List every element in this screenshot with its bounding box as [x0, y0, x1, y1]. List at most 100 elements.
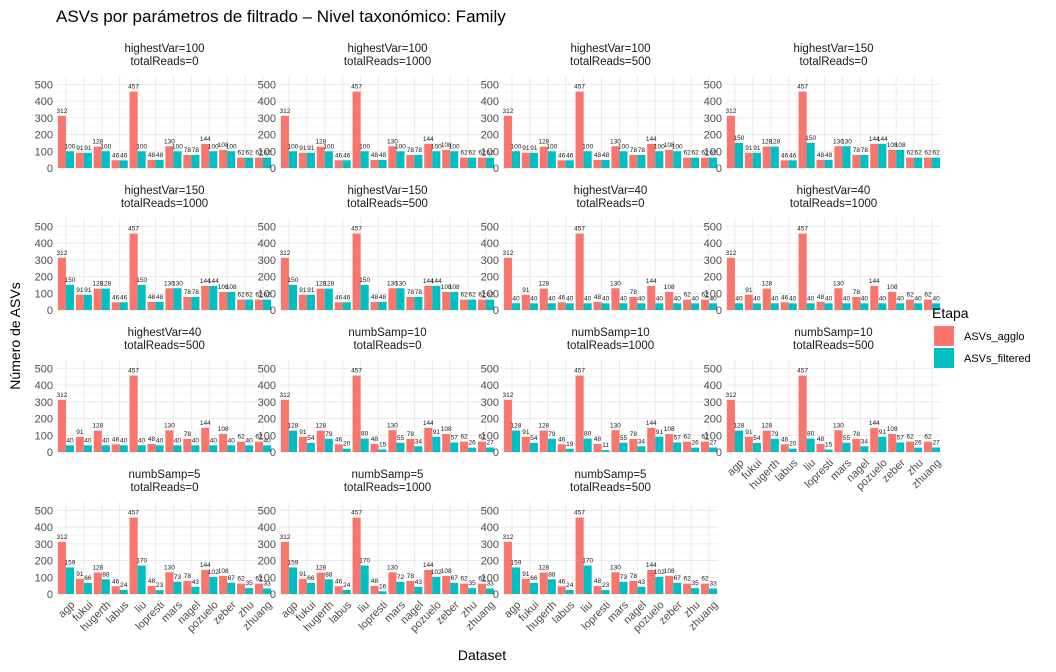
data-label-filtered: 23 [156, 582, 164, 589]
bar-asvs-agglo [762, 146, 771, 168]
data-label-agglo: 62 [237, 434, 245, 441]
bar-asvs-filtered [806, 142, 815, 168]
bar-asvs-agglo [165, 430, 174, 452]
bar-asvs-agglo [611, 430, 620, 452]
data-label-agglo: 144 [423, 562, 434, 569]
bar-asvs-agglo [460, 299, 469, 310]
data-label-filtered: 128 [323, 281, 334, 288]
bar-asvs-filtered [191, 586, 200, 594]
bar-asvs-filtered [486, 299, 495, 310]
facet-title-line1: highestVar=40 [128, 327, 202, 339]
bar-asvs-filtered [396, 151, 405, 168]
data-label-agglo: 46 [558, 578, 566, 585]
bar-asvs-agglo [726, 399, 735, 452]
data-label-agglo: 78 [630, 289, 638, 296]
bar-asvs-agglo [93, 288, 102, 310]
bar-asvs-agglo [201, 427, 210, 452]
bar-asvs-agglo [780, 160, 789, 168]
bar-asvs-agglo [726, 257, 735, 310]
bar-asvs-agglo [647, 427, 656, 452]
data-label-agglo: 46 [781, 436, 789, 443]
data-label-filtered: 40 [709, 295, 717, 302]
bar-asvs-filtered [173, 288, 182, 310]
data-label-agglo: 130 [833, 138, 844, 145]
data-label-filtered: 102 [654, 569, 665, 576]
data-label-agglo: 108 [218, 284, 229, 291]
bar-asvs-filtered [137, 445, 146, 452]
bar-asvs-filtered [637, 446, 646, 452]
data-label-filtered: 40 [192, 437, 200, 444]
bar-asvs-filtered [263, 445, 272, 452]
y-tick-label: 100 [481, 146, 499, 158]
y-tick-label: 400 [481, 522, 499, 534]
bar-asvs-agglo [442, 149, 451, 168]
data-label-filtered: 40 [102, 437, 110, 444]
data-label-filtered: 40 [228, 437, 236, 444]
data-label-agglo: 312 [725, 250, 736, 257]
y-tick-label: 0 [716, 305, 722, 317]
bar-asvs-agglo [254, 299, 264, 310]
y-tick-label: 500 [704, 221, 722, 233]
y-tick-label: 0 [270, 589, 276, 601]
bar-asvs-filtered [486, 157, 495, 168]
legend-swatch-asvs-filtered [934, 348, 954, 368]
data-label-filtered: 79 [548, 431, 556, 438]
bar-asvs-agglo [334, 444, 343, 452]
facet-title-line1: highestVar=100 [124, 43, 204, 55]
bar-asvs-filtered [529, 303, 538, 310]
legend: Etapa ASVs_agglo ASVs_filtered [932, 305, 1031, 368]
bar-asvs-agglo [539, 572, 548, 594]
data-label-agglo: 91 [299, 287, 307, 294]
data-label-filtered: 48 [379, 294, 387, 301]
data-label-filtered: 62 [263, 292, 271, 299]
bar-asvs-agglo [503, 541, 512, 594]
bar-asvs-agglo [665, 149, 674, 168]
chart-title: ASVs por parámetros de filtrado – Nivel … [56, 7, 506, 26]
y-tick-label: 0 [716, 163, 722, 175]
facet-title-line2: totalReads=0 [799, 56, 867, 68]
y-tick-label: 400 [258, 380, 276, 392]
bar-asvs-agglo [700, 583, 710, 594]
data-label-agglo: 130 [610, 280, 621, 287]
data-label-filtered: 62 [486, 292, 494, 299]
data-label-agglo: 78 [407, 573, 415, 580]
bar-asvs-filtered [468, 157, 477, 168]
data-label-agglo: 312 [279, 392, 290, 399]
data-label-filtered: 144 [877, 136, 888, 143]
bar-asvs-filtered [227, 151, 236, 168]
bar-asvs-agglo [93, 430, 102, 452]
data-label-filtered: 79 [771, 431, 779, 438]
data-label-agglo: 312 [502, 108, 513, 115]
bar-asvs-filtered [209, 151, 218, 168]
data-label-agglo: 46 [558, 294, 566, 301]
data-label-filtered: 34 [861, 438, 869, 445]
bar-asvs-agglo [611, 288, 620, 310]
data-label-agglo: 312 [56, 108, 67, 115]
data-label-filtered: 55 [397, 435, 405, 442]
y-tick-label: 500 [35, 79, 53, 91]
bar-asvs-filtered [263, 588, 272, 594]
bar-asvs-agglo [57, 257, 66, 310]
bar-asvs-filtered [752, 442, 761, 452]
bar-asvs-filtered [547, 438, 556, 452]
y-tick-label: 100 [481, 572, 499, 584]
data-label-filtered: 33 [486, 580, 494, 587]
bar-asvs-filtered [173, 581, 182, 594]
y-tick-label: 0 [493, 163, 499, 175]
bar-asvs-agglo [762, 430, 771, 452]
y-tick-label: 200 [258, 556, 276, 568]
bar-asvs-agglo [683, 157, 692, 168]
facet-title-line1: numbSamp=10 [794, 327, 872, 339]
bar-asvs-filtered [770, 303, 779, 310]
data-label-agglo: 144 [423, 420, 434, 427]
bar-asvs-filtered [432, 436, 441, 452]
bar-asvs-filtered [709, 447, 718, 452]
y-tick-label: 400 [35, 380, 53, 392]
bar-asvs-filtered [414, 296, 423, 310]
bar-asvs-agglo [665, 433, 674, 452]
bar-asvs-agglo [816, 159, 825, 168]
data-label-filtered: 150 [288, 277, 299, 284]
data-label-agglo: 457 [574, 226, 585, 233]
bar-asvs-agglo [629, 438, 638, 452]
